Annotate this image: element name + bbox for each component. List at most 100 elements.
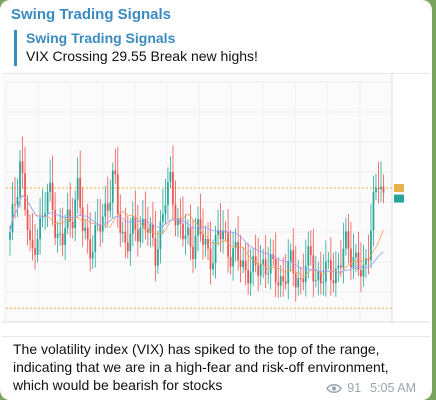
candle-body	[84, 227, 87, 231]
candle-body	[187, 227, 189, 236]
candle-body	[114, 170, 117, 175]
candle-body	[375, 187, 377, 193]
candle-body	[347, 231, 350, 249]
reply-text: VIX Crossing 29.55 Break new highs!	[26, 48, 258, 64]
candle-body	[81, 207, 84, 231]
candle-body	[360, 269, 362, 277]
candle-body	[309, 246, 312, 256]
last-price-marker	[394, 194, 404, 203]
candle-body	[239, 260, 242, 268]
candle-body	[34, 248, 36, 255]
candle-body	[172, 172, 174, 205]
candle-body	[162, 213, 164, 222]
candle-body	[126, 242, 129, 252]
candle-body	[209, 248, 212, 270]
candle-body	[49, 182, 51, 192]
candle-body	[144, 218, 147, 229]
candle-body	[269, 254, 272, 274]
candle-body	[169, 172, 172, 182]
candle-body	[372, 192, 375, 231]
candle-body	[199, 219, 202, 235]
candle-body	[59, 233, 62, 235]
candle-body	[247, 270, 250, 284]
candle-body	[164, 204, 167, 214]
candle-body	[227, 232, 229, 257]
chart-image[interactable]	[2, 73, 430, 337]
candle-body	[69, 209, 72, 222]
candle-body	[252, 256, 255, 272]
candle-body	[329, 260, 332, 281]
candle-body	[119, 214, 122, 234]
message-text: The volatility index (VIX) has spiked to…	[13, 341, 389, 393]
candle-body	[257, 265, 260, 276]
time-axis	[2, 322, 430, 336]
candle-body	[312, 255, 315, 282]
candle-body	[74, 199, 77, 229]
candle-body	[352, 257, 355, 268]
candle-body	[380, 186, 382, 190]
candle-body	[192, 246, 194, 260]
message-time: 5:05 AM	[370, 381, 416, 395]
candle-body	[340, 265, 342, 268]
candle-body	[297, 278, 300, 288]
candle-body	[61, 233, 64, 245]
candle-body	[129, 233, 132, 252]
price-axis	[392, 74, 430, 336]
candle-body	[136, 229, 139, 242]
message-meta: 91 5:05 AM	[326, 381, 416, 395]
candle-body	[244, 260, 247, 271]
candle-body	[299, 278, 302, 280]
candle-body	[282, 276, 285, 282]
candle-body	[377, 187, 380, 190]
candle-body	[29, 229, 31, 240]
candle-body	[109, 202, 112, 211]
candle-body	[36, 239, 39, 255]
candle-body	[262, 259, 265, 265]
candle-body	[232, 248, 234, 267]
candle-body	[274, 258, 277, 283]
candle-body	[242, 260, 244, 268]
candle-body	[76, 177, 79, 200]
candle-body	[304, 265, 307, 283]
candle-body	[294, 273, 297, 288]
candle-body	[94, 225, 97, 253]
candle-body	[182, 223, 184, 240]
candle-body	[167, 181, 169, 205]
candle-body	[51, 182, 54, 210]
candle-body	[116, 174, 119, 215]
candle-body	[139, 227, 142, 242]
candle-body	[157, 249, 159, 266]
candle-body	[219, 230, 222, 240]
candle-body	[382, 186, 385, 193]
candle-body	[237, 242, 239, 261]
candle-body	[319, 271, 322, 284]
candle-body	[24, 173, 26, 210]
candle-body	[350, 248, 352, 268]
candle-body	[179, 218, 182, 224]
candle-body	[46, 191, 49, 214]
candle-body	[279, 276, 282, 286]
moving-average-short	[9, 194, 384, 278]
candle-body	[41, 216, 44, 218]
candle-body	[302, 278, 305, 283]
candle-body	[19, 161, 21, 198]
candle-body	[370, 230, 372, 261]
candle-body	[99, 224, 102, 232]
candle-body	[317, 271, 320, 281]
candle-body	[91, 252, 94, 259]
candle-body	[177, 218, 179, 226]
candle-body	[214, 234, 217, 264]
candle-body	[26, 209, 29, 230]
candle-body	[21, 161, 24, 174]
view-count: 91	[347, 381, 362, 395]
reply-quote[interactable]: Swing Trading Signals VIX Crossing 29.55…	[14, 30, 426, 66]
candle-body	[64, 228, 67, 245]
candle-body	[207, 239, 209, 249]
candle-body	[249, 271, 252, 284]
candle-body	[174, 204, 177, 226]
candle-body	[337, 265, 340, 269]
candle-body	[14, 204, 16, 206]
candle-body	[202, 234, 204, 245]
candle-body	[314, 280, 317, 282]
channel-name[interactable]: Swing Trading Signals	[11, 6, 172, 23]
